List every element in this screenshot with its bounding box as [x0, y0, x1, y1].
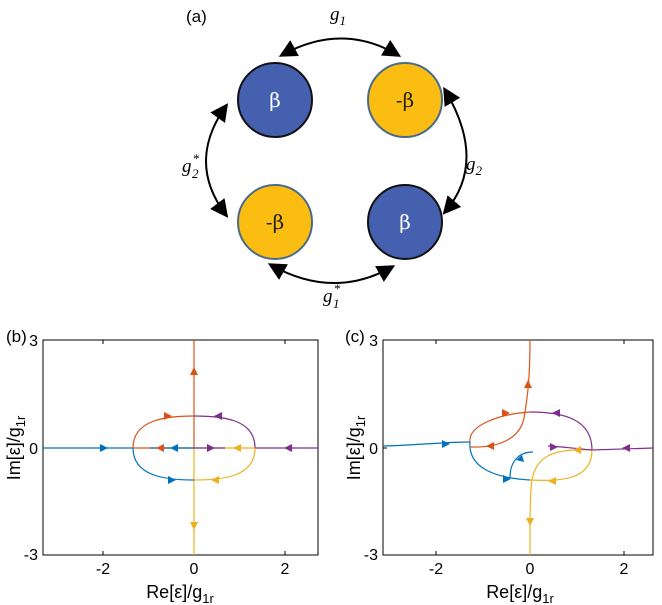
plot-c-frame: [382, 339, 654, 556]
ytick-b-neg3: -3: [24, 547, 38, 564]
xtick-c-2: 2: [620, 561, 629, 578]
svg-text:β: β: [399, 210, 411, 234]
traj-b-blue-arc: [132, 447, 195, 481]
coupling-arrow-left: [205, 103, 229, 218]
xlabel-b: Re[ε]/g1r: [146, 582, 214, 605]
coupling-label-right: g2: [466, 154, 483, 178]
node-top-left: β: [237, 62, 313, 138]
coupling-arrow-bottom: [267, 263, 396, 284]
traj-c-blue-arc: [469, 441, 531, 481]
ytick-c-neg3: -3: [364, 547, 378, 564]
xtick-b-2: 2: [281, 561, 290, 578]
traj-c-yellow-arc: [529, 449, 593, 482]
traj-c-red-vertical: [469, 339, 531, 448]
svg-text:-β: -β: [266, 210, 284, 234]
node-bottom-right: β: [367, 184, 443, 260]
panel-b: (b) -2 0 2 3 0 -3 Re[ε]/g1r Im[ε]/g1r: [4, 327, 319, 605]
panel-c: (c) -2 0 2 3 0 -3 Re[ε]/g1r Im[ε]/g1r: [344, 327, 654, 605]
xtick-b-0: 0: [190, 561, 199, 578]
traj-c-blue-inner: [509, 451, 534, 479]
svg-text:β: β: [269, 88, 281, 112]
ytick-c-0: 0: [369, 441, 378, 458]
traj-b-red-arc: [132, 415, 195, 449]
node-top-right: -β: [367, 62, 443, 138]
ylabel-c: Im[ε]/g1r: [344, 415, 368, 480]
traj-b-yellow-arc: [193, 447, 256, 481]
xtick-c-neg2: -2: [429, 561, 443, 578]
panel-a: (a) g1 g2 g* 2 g* 1 β -β -β β: [182, 4, 483, 311]
xtick-c-0: 0: [526, 561, 535, 578]
traj-c-purple-arc: [529, 411, 593, 451]
ylabel-b: Im[ε]/g1r: [4, 415, 28, 480]
coupling-label-bottom: g* 1: [323, 281, 341, 311]
coupling-label-top: g1: [330, 4, 346, 28]
traj-c-yellow-vertical: [529, 449, 593, 556]
coupling-arrow-top: [278, 37, 402, 57]
traj-b-purple-arc: [193, 415, 256, 449]
traj-c-blue-horizontal: [382, 441, 471, 447]
xlabel-c: Re[ε]/g1r: [486, 582, 554, 605]
panel-a-label: (a): [186, 7, 207, 26]
node-bottom-left: -β: [237, 184, 313, 260]
traj-c-purple-horizontal: [591, 447, 654, 451]
ytick-b-0: 0: [29, 441, 38, 458]
ytick-c-3: 3: [369, 333, 378, 350]
traj-c-red-arc: [469, 411, 531, 443]
xtick-b-neg2: -2: [96, 561, 110, 578]
coupling-label-left: g* 2: [182, 151, 200, 181]
svg-text:-β: -β: [396, 88, 414, 112]
coupling-arrow-right: [442, 86, 468, 215]
panel-c-label: (c): [345, 327, 365, 346]
ytick-b-3: 3: [29, 333, 38, 350]
panel-b-label: (b): [6, 327, 27, 346]
